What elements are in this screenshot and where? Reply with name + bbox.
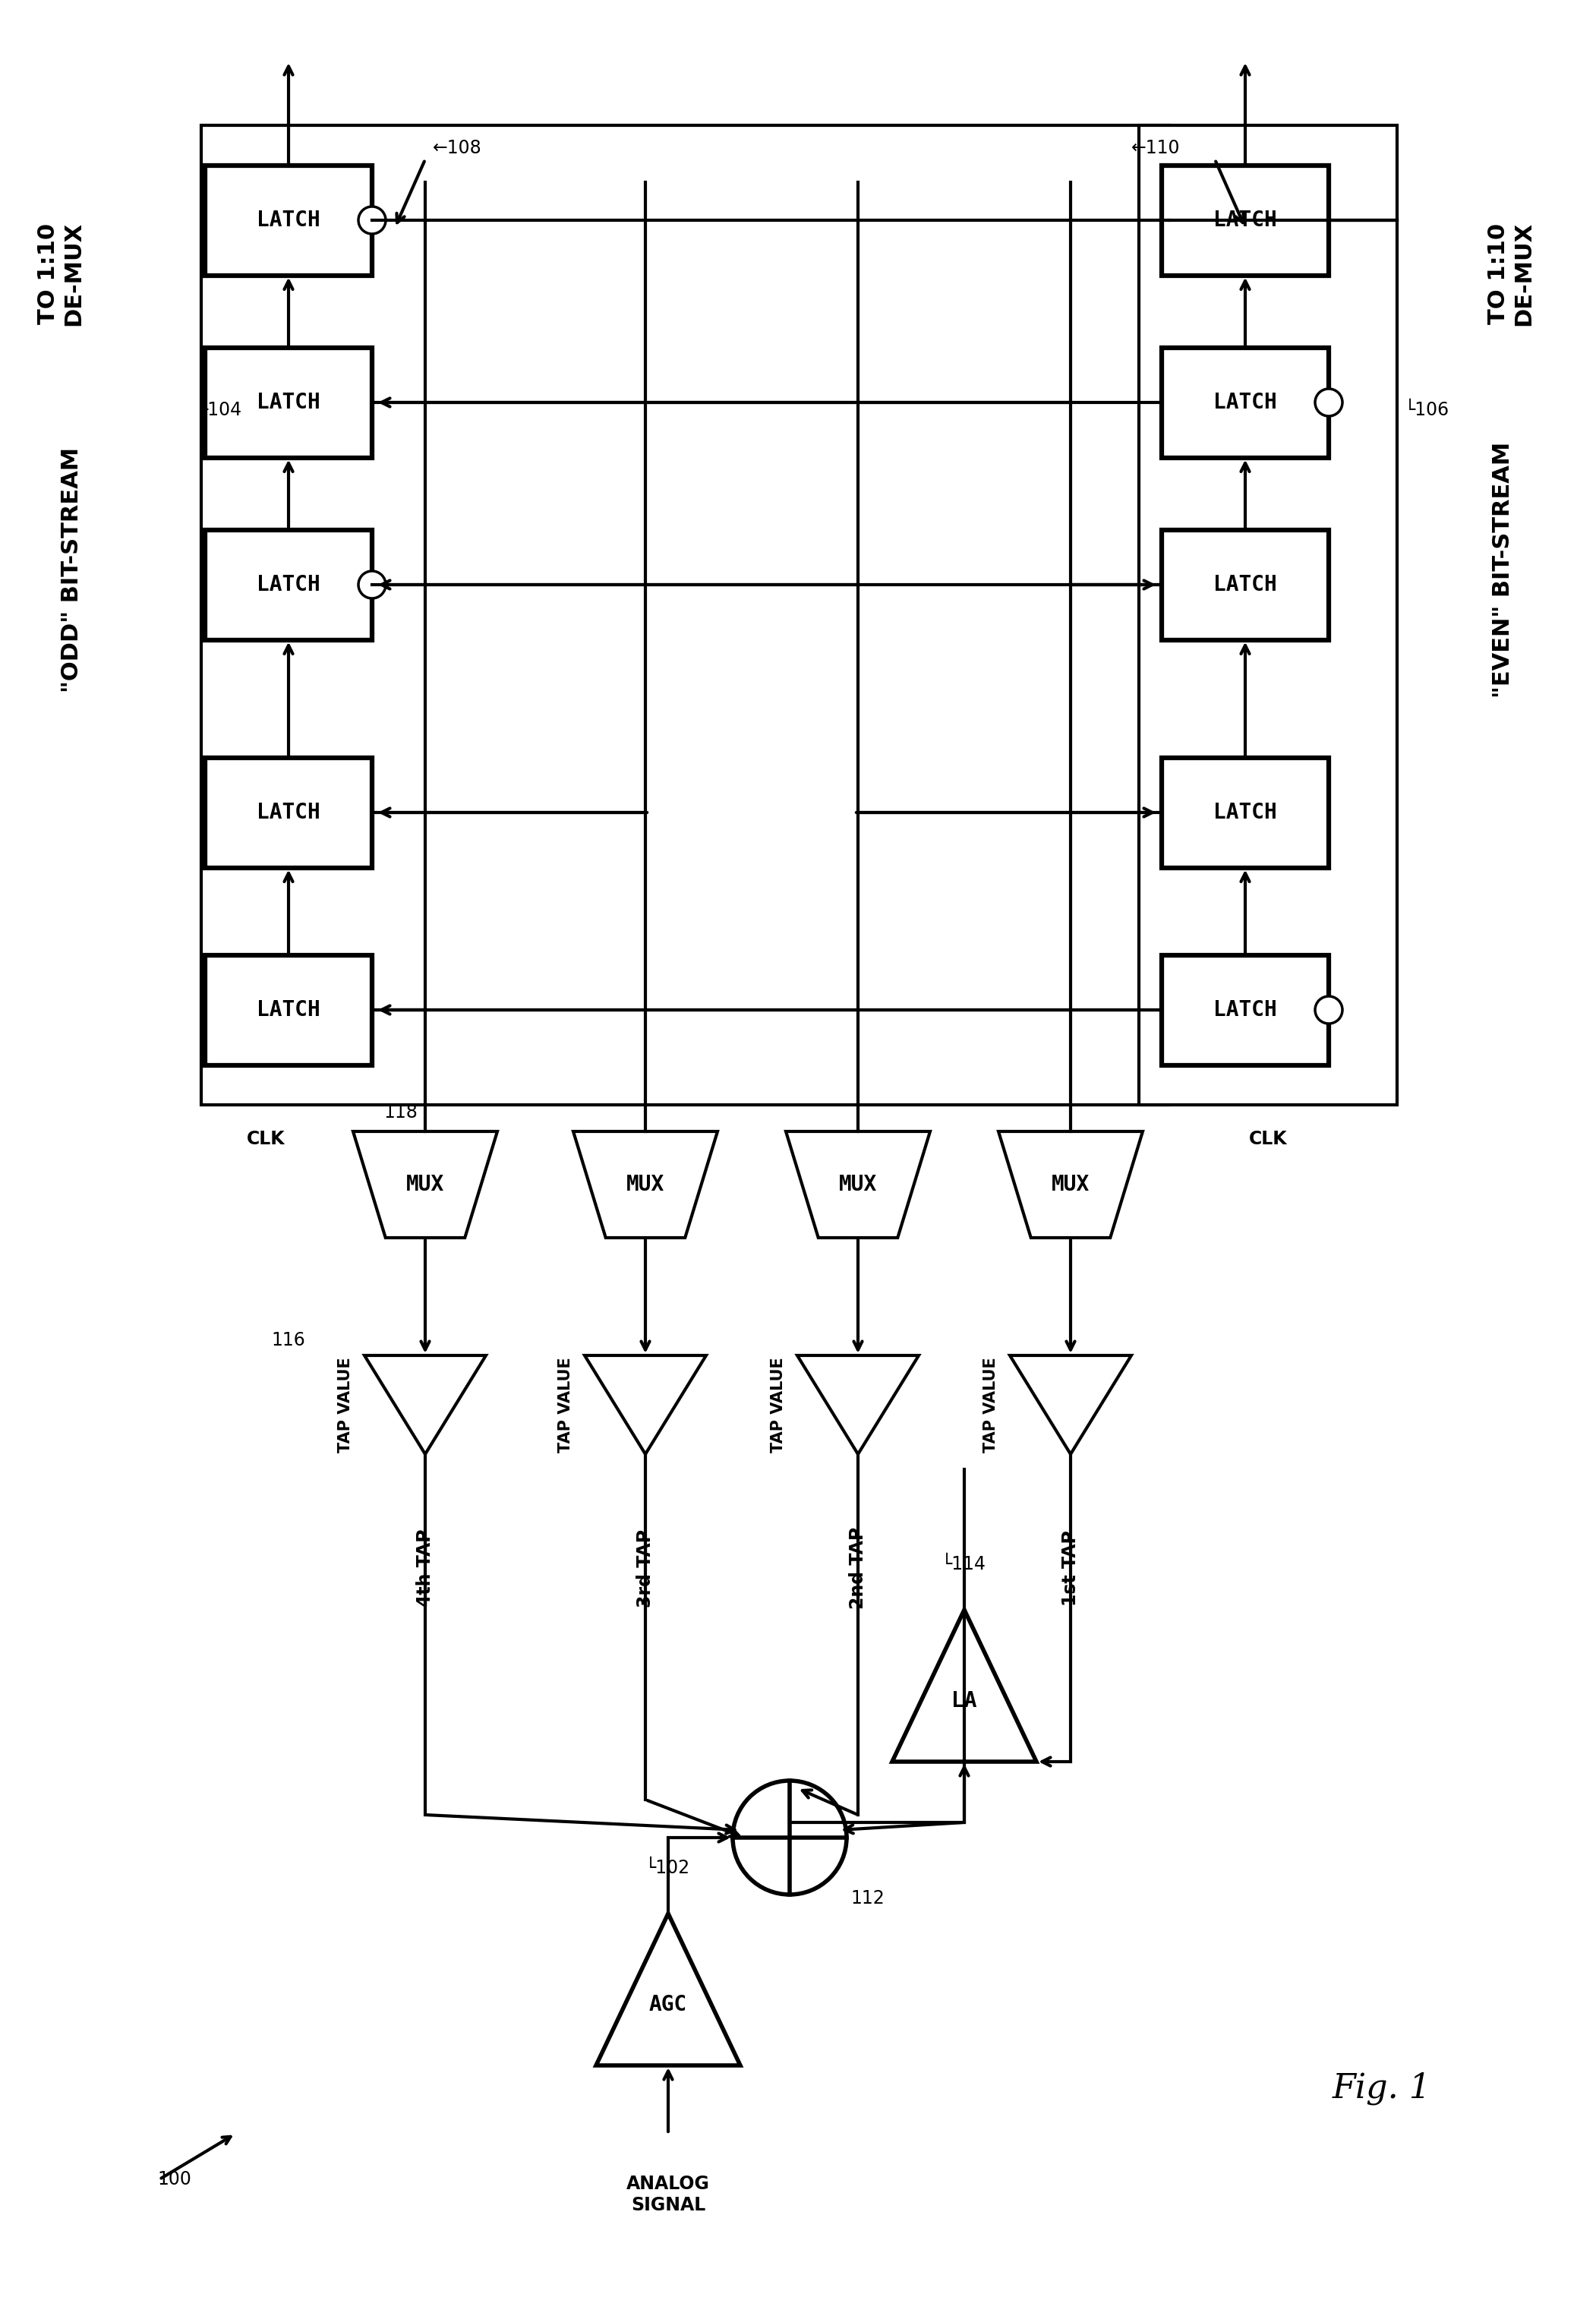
Text: LA: LA xyxy=(951,1691,977,1712)
Bar xyxy=(1162,530,1329,639)
Text: ←110: ←110 xyxy=(1132,139,1181,157)
Polygon shape xyxy=(364,1355,485,1454)
Bar xyxy=(1162,164,1329,276)
Text: └106: └106 xyxy=(1404,401,1449,419)
Text: ←108: ←108 xyxy=(433,139,482,157)
Polygon shape xyxy=(1010,1355,1132,1454)
Text: ANALOG
SIGNAL: ANALOG SIGNAL xyxy=(627,2175,710,2214)
Polygon shape xyxy=(595,1913,741,2066)
Polygon shape xyxy=(999,1133,1143,1237)
Text: "ODD" BIT-STREAM: "ODD" BIT-STREAM xyxy=(61,447,83,692)
Text: LATCH: LATCH xyxy=(1213,574,1277,595)
Circle shape xyxy=(733,1781,846,1894)
Text: TAP VALUE: TAP VALUE xyxy=(983,1357,999,1452)
Text: TAP VALUE: TAP VALUE xyxy=(338,1357,353,1452)
Text: LATCH: LATCH xyxy=(257,801,321,822)
Bar xyxy=(204,347,372,459)
Text: └102: └102 xyxy=(645,1860,691,1876)
Bar xyxy=(1140,125,1396,1105)
Text: TO 1:10
DE-MUX: TO 1:10 DE-MUX xyxy=(37,222,85,327)
Text: LATCH: LATCH xyxy=(1213,801,1277,822)
Polygon shape xyxy=(573,1133,718,1237)
Bar xyxy=(1162,954,1329,1065)
Circle shape xyxy=(1315,389,1342,417)
Circle shape xyxy=(1315,996,1342,1024)
Bar xyxy=(204,757,372,868)
Text: MUX: MUX xyxy=(1052,1174,1090,1195)
Text: "EVEN" BIT-STREAM: "EVEN" BIT-STREAM xyxy=(1492,442,1515,697)
Text: LATCH: LATCH xyxy=(1213,208,1277,232)
Text: TAP VALUE: TAP VALUE xyxy=(559,1357,573,1452)
Text: 1st TAP: 1st TAP xyxy=(1061,1531,1079,1605)
Text: 116: 116 xyxy=(271,1332,305,1350)
Text: CLK: CLK xyxy=(1248,1130,1288,1149)
Bar xyxy=(204,954,372,1065)
Text: MUX: MUX xyxy=(839,1174,878,1195)
Text: TAP VALUE: TAP VALUE xyxy=(771,1357,785,1452)
Text: AGC: AGC xyxy=(650,1994,688,2015)
Text: LATCH: LATCH xyxy=(257,391,321,412)
Text: LATCH: LATCH xyxy=(257,574,321,595)
Text: 118: 118 xyxy=(383,1102,418,1121)
Polygon shape xyxy=(785,1133,930,1237)
Polygon shape xyxy=(892,1610,1036,1762)
Text: LATCH: LATCH xyxy=(1213,391,1277,412)
Text: 2nd TAP: 2nd TAP xyxy=(849,1526,867,1610)
Text: 3rd TAP: 3rd TAP xyxy=(637,1529,654,1607)
Text: LATCH: LATCH xyxy=(257,208,321,232)
Text: LATCH: LATCH xyxy=(257,998,321,1021)
Bar xyxy=(1162,347,1329,459)
Text: MUX: MUX xyxy=(405,1174,444,1195)
Text: MUX: MUX xyxy=(626,1174,664,1195)
Text: 4th TAP: 4th TAP xyxy=(417,1529,434,1607)
Bar xyxy=(201,125,1170,1105)
Text: CLK: CLK xyxy=(246,1130,286,1149)
Bar xyxy=(204,530,372,639)
Text: └104: └104 xyxy=(198,401,243,419)
Text: └114: └114 xyxy=(942,1554,986,1573)
Polygon shape xyxy=(584,1355,705,1454)
Polygon shape xyxy=(353,1133,498,1237)
Bar xyxy=(1162,757,1329,868)
Text: Fig. 1: Fig. 1 xyxy=(1333,2073,1432,2105)
Text: TO 1:10
DE-MUX: TO 1:10 DE-MUX xyxy=(1487,222,1535,327)
Text: 112: 112 xyxy=(851,1890,884,1908)
Bar xyxy=(204,164,372,276)
Text: LATCH: LATCH xyxy=(1213,998,1277,1021)
Circle shape xyxy=(359,572,386,598)
Circle shape xyxy=(359,206,386,234)
Text: 100: 100 xyxy=(158,2170,192,2189)
Polygon shape xyxy=(798,1355,919,1454)
